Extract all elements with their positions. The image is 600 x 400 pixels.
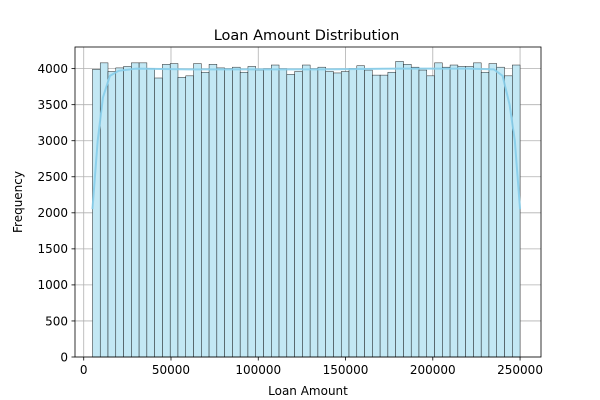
histogram-bar: [340, 71, 350, 358]
y-tick-label: 2000: [37, 206, 68, 220]
histogram-bar: [216, 67, 225, 358]
histogram-bar: [442, 66, 451, 358]
histogram-bar: [185, 75, 194, 358]
y-tick-label: 0: [60, 350, 68, 364]
histogram-bar: [138, 62, 148, 358]
y-tick-label: 4000: [37, 62, 68, 76]
histogram-bar: [263, 68, 272, 358]
histogram-bar: [208, 64, 218, 358]
y-axis-label: Frequency: [11, 171, 25, 233]
chart-title: Loan Amount Distribution: [214, 28, 400, 44]
x-tick-label: 150000: [323, 363, 369, 377]
histogram-bar: [496, 66, 505, 358]
y-tick-label: 2500: [37, 170, 68, 184]
histogram-bar: [232, 66, 241, 358]
x-axis-label: Loan Amount: [268, 384, 348, 398]
histogram-bar: [449, 64, 459, 358]
x-axis-ticks: 0 50000 100000 150000 200000 250000: [80, 357, 543, 377]
histogram-bar: [239, 71, 249, 358]
histogram-bar: [325, 71, 334, 358]
histogram-bar: [348, 68, 358, 358]
histogram-bar: [434, 62, 443, 358]
histogram-bar: [426, 75, 435, 358]
y-tick-label: 1000: [37, 278, 68, 292]
histogram-bar: [162, 64, 171, 358]
histogram-bar: [224, 68, 233, 358]
histogram-bar: [372, 74, 381, 358]
histogram-bar: [286, 74, 295, 358]
histogram-bar: [294, 71, 303, 358]
y-tick-label: 3000: [37, 134, 68, 148]
histogram-bar: [387, 71, 396, 358]
histogram-bar: [177, 77, 186, 358]
histogram-bar: [278, 68, 288, 358]
histogram-bar: [488, 63, 497, 358]
histogram-bar: [131, 62, 140, 358]
histogram-bar: [356, 65, 365, 358]
density-curve: [91, 67, 522, 210]
plot-frame: [74, 46, 542, 358]
x-tick-label: 250000: [497, 363, 543, 377]
histogram-bar: [333, 72, 342, 358]
y-tick-label: 3500: [37, 98, 68, 112]
histogram-bar: [193, 63, 202, 358]
y-tick-label: 500: [45, 314, 68, 328]
y-tick-label: 1500: [37, 242, 68, 256]
x-tick-label: 0: [80, 363, 88, 377]
histogram-bar: [201, 71, 210, 358]
x-tick-label: 50000: [152, 363, 190, 377]
histogram-bar: [473, 62, 482, 358]
y-axis-ticks: 0 500 1000 1500 2000 2500 3000 3500 4000: [37, 62, 75, 364]
histogram-bar: [255, 69, 264, 358]
histogram-bar: [271, 64, 280, 358]
histogram-bar: [123, 66, 132, 358]
histogram-bars: [92, 61, 521, 358]
histogram-bar: [169, 63, 179, 358]
histogram-bar: [247, 66, 256, 358]
histogram-bar: [379, 74, 389, 358]
histogram-bar: [309, 68, 319, 358]
x-tick-label: 200000: [410, 363, 456, 377]
histogram-bar: [465, 66, 474, 358]
histogram-bar: [317, 66, 326, 358]
histogram-bar: [512, 64, 521, 358]
histogram-bar: [146, 68, 155, 358]
histogram-bar: [92, 69, 101, 358]
histogram-bar: [364, 69, 373, 358]
histogram-bar: [395, 61, 404, 358]
x-tick-label: 100000: [235, 363, 281, 377]
histogram-bar: [154, 77, 163, 358]
histogram-bar: [480, 71, 490, 358]
histogram-bar: [418, 69, 428, 358]
histogram-bar: [302, 64, 311, 358]
histogram-bar: [115, 67, 124, 358]
histogram-bar: [107, 71, 117, 358]
histogram-bar: [403, 64, 412, 358]
kde-line: [91, 67, 522, 210]
histogram-bar: [457, 66, 466, 358]
histogram-bar: [410, 66, 420, 358]
